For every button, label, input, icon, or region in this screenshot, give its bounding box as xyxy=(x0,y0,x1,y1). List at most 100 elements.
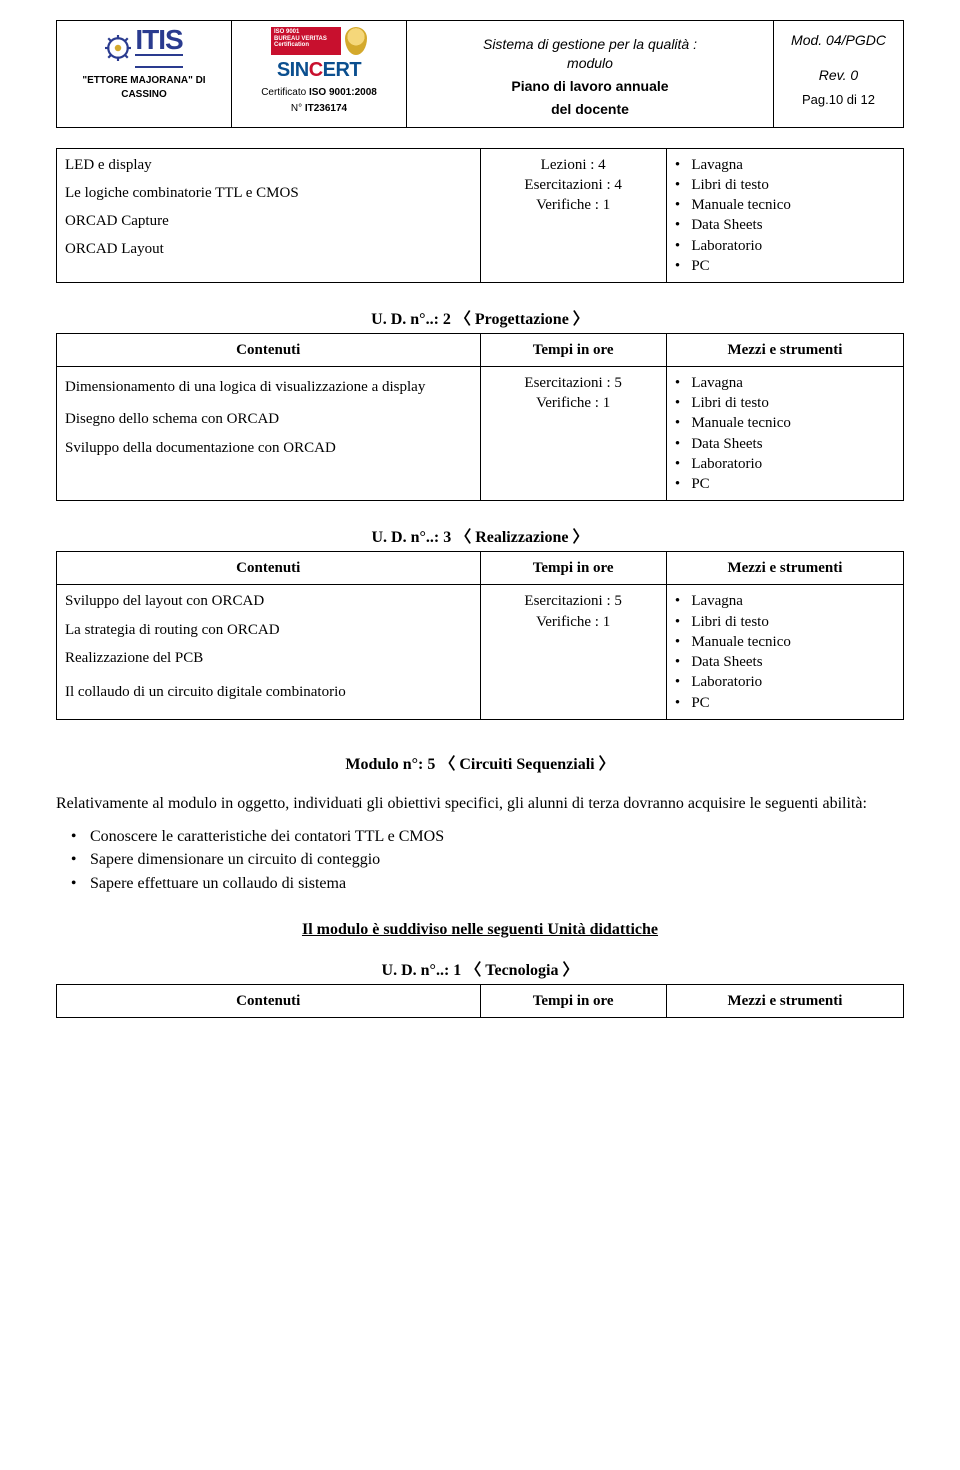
mezzi-item: Data Sheets xyxy=(675,434,895,454)
tempi-cell: Lezioni : 4 Esercitazioni : 4 Verifiche … xyxy=(480,148,666,283)
mezzi-item: Laboratorio xyxy=(675,236,895,256)
document-header: ITIS "ETTORE MAJORANA" DI CASSINO ISO 90… xyxy=(56,20,904,128)
mezzi-cell: Lavagna Libri di testo Manuale tecnico D… xyxy=(666,366,903,501)
header-mid-line2: modulo xyxy=(413,54,767,73)
content-item: Sviluppo della documentazione con ORCAD xyxy=(65,438,472,458)
mezzi-item: Lavagna xyxy=(675,155,895,175)
mezzi-item: Manuale tecnico xyxy=(675,632,895,652)
tempi-line: Esercitazioni : 5 xyxy=(489,373,658,393)
table-unit-1-tech: Contenuti Tempi in ore Mezzi e strumenti xyxy=(56,984,904,1018)
mezzi-item: Laboratorio xyxy=(675,454,895,474)
header-mid-line1: Sistema di gestione per la qualità : xyxy=(413,25,767,54)
tempi-line: Esercitazioni : 5 xyxy=(489,591,658,611)
col-tempi: Tempi in ore xyxy=(480,333,666,366)
bv-card: ISO 9001 BUREAU VERITAS Certification xyxy=(271,27,341,55)
mezzi-item: PC xyxy=(675,256,895,276)
module-5-name: Circuiti Sequenziali xyxy=(459,756,594,773)
doc-rev: Rev. 0 xyxy=(780,50,897,85)
tempi-cell: Esercitazioni : 5 Verifiche : 1 xyxy=(480,366,666,501)
tempi-line: Lezioni : 4 xyxy=(489,155,658,175)
header-meta-cell: Mod. 04/PGDC Rev. 0 Pag.10 di 12 xyxy=(774,21,904,128)
content-item: Le logiche combinatorie TTL e CMOS xyxy=(65,183,472,203)
sincert-post: ERT xyxy=(323,59,362,81)
table-header-row: Contenuti Tempi in ore Mezzi e strumenti xyxy=(57,552,904,585)
table-unit-2: Contenuti Tempi in ore Mezzi e strumenti… xyxy=(56,333,904,502)
mezzi-item: PC xyxy=(675,474,895,494)
unit-1-tech-title: U. D. n°..: 1 〈 Tecnologia 〉 xyxy=(56,960,904,982)
bv-line1: ISO 9001 xyxy=(274,29,338,36)
tempi-line: Verifiche : 1 xyxy=(489,612,658,632)
module-5-suffix: 〉 xyxy=(595,756,615,773)
sincert-c: C xyxy=(309,59,323,81)
gear-icon xyxy=(105,35,131,61)
content-item: Dimensionamento di una logica di visuali… xyxy=(65,373,472,402)
content-item: Sviluppo del layout con ORCAD xyxy=(65,591,472,611)
tempi-line: Verifiche : 1 xyxy=(489,195,658,215)
content-item: ORCAD Capture xyxy=(65,211,472,231)
module-5-abilities: Conoscere le caratteristiche dei contato… xyxy=(56,826,904,895)
contents-cell: Dimensionamento di una logica di visuali… xyxy=(57,366,481,501)
itis-label: ITIS xyxy=(135,27,182,52)
col-contenuti: Contenuti xyxy=(57,552,481,585)
mezzi-item: Manuale tecnico xyxy=(675,413,895,433)
col-contenuti: Contenuti xyxy=(57,984,481,1017)
cert-line-1: Certificato ISO 9001:2008 xyxy=(238,86,400,100)
header-mid-line3: Piano di lavoro annuale xyxy=(413,73,767,100)
content-item: Realizzazione del PCB xyxy=(65,648,472,668)
mezzi-item: Libri di testo xyxy=(675,175,895,195)
col-tempi: Tempi in ore xyxy=(480,984,666,1017)
contents-cell: LED e display Le logiche combinatorie TT… xyxy=(57,148,481,283)
mezzi-item: Lavagna xyxy=(675,373,895,393)
contents-cell: Sviluppo del layout con ORCAD La strateg… xyxy=(57,585,481,720)
tempi-cell: Esercitazioni : 5 Verifiche : 1 xyxy=(480,585,666,720)
mezzi-cell: Lavagna Libri di testo Manuale tecnico D… xyxy=(666,585,903,720)
cert-line-2: N° IT236174 xyxy=(238,102,400,116)
table-row: LED e display Le logiche combinatorie TT… xyxy=(57,148,904,283)
table-header-row: Contenuti Tempi in ore Mezzi e strumenti xyxy=(57,984,904,1017)
module-5-prefix: Modulo n°: 5 〈 xyxy=(345,756,459,773)
sincert-logo: SINCERT xyxy=(238,57,400,84)
module-5-paragraph: Relativamente al modulo in oggetto, indi… xyxy=(56,789,904,819)
mezzi-item: Lavagna xyxy=(675,591,895,611)
header-logo-cell: ITIS "ETTORE MAJORANA" DI CASSINO xyxy=(57,21,232,128)
table-unit-3: Contenuti Tempi in ore Mezzi e strumenti… xyxy=(56,551,904,720)
module-5-title: Modulo n°: 5 〈 Circuiti Sequenziali 〉 xyxy=(56,754,904,776)
ability-item: Sapere effettuare un collaudo di sistema xyxy=(90,873,904,895)
ability-item: Conoscere le caratteristiche dei contato… xyxy=(90,826,904,848)
doc-page: Pag.10 di 12 xyxy=(780,85,897,109)
content-item: La strategia di routing con ORCAD xyxy=(65,620,472,640)
mezzi-item: Manuale tecnico xyxy=(675,195,895,215)
bureau-veritas-badge: ISO 9001 BUREAU VERITAS Certification xyxy=(238,27,400,55)
header-title-cell: Sistema di gestione per la qualità : mod… xyxy=(407,21,774,128)
mezzi-item: Libri di testo xyxy=(675,393,895,413)
table-row: Sviluppo del layout con ORCAD La strateg… xyxy=(57,585,904,720)
table-row: Dimensionamento di una logica di visuali… xyxy=(57,366,904,501)
itis-logo: ITIS xyxy=(63,25,225,68)
bv-line3: Certification xyxy=(274,42,338,49)
tempi-line: Esercitazioni : 4 xyxy=(489,175,658,195)
doc-code: Mod. 04/PGDC xyxy=(780,25,897,50)
unit-2-title: U. D. n°..: 2 〈 Progettazione 〉 xyxy=(56,309,904,331)
unit-3-title: U. D. n°..: 3 〈 Realizzazione 〉 xyxy=(56,527,904,549)
content-item: Disegno dello schema con ORCAD xyxy=(65,409,472,429)
content-item: ORCAD Layout xyxy=(65,239,472,259)
content-item: Il collaudo di un circuito digitale comb… xyxy=(65,682,472,702)
header-cert-cell: ISO 9001 BUREAU VERITAS Certification SI… xyxy=(232,21,407,128)
mezzi-item: Laboratorio xyxy=(675,672,895,692)
col-mezzi: Mezzi e strumenti xyxy=(666,984,903,1017)
col-mezzi: Mezzi e strumenti xyxy=(666,333,903,366)
itis-bars-icon xyxy=(135,54,182,68)
col-mezzi: Mezzi e strumenti xyxy=(666,552,903,585)
content-item: LED e display xyxy=(65,155,472,175)
mezzi-cell: Lavagna Libri di testo Manuale tecnico D… xyxy=(666,148,903,283)
col-contenuti: Contenuti xyxy=(57,333,481,366)
sincert-pre: SIN xyxy=(277,59,309,81)
table-header-row: Contenuti Tempi in ore Mezzi e strumenti xyxy=(57,333,904,366)
mezzi-item: Libri di testo xyxy=(675,612,895,632)
ability-item: Sapere dimensionare un circuito di conte… xyxy=(90,849,904,871)
col-tempi: Tempi in ore xyxy=(480,552,666,585)
tempi-line: Verifiche : 1 xyxy=(489,393,658,413)
mezzi-item: PC xyxy=(675,693,895,713)
school-name: "ETTORE MAJORANA" DI CASSINO xyxy=(63,74,225,101)
header-mid-line4: del docente xyxy=(413,100,767,123)
